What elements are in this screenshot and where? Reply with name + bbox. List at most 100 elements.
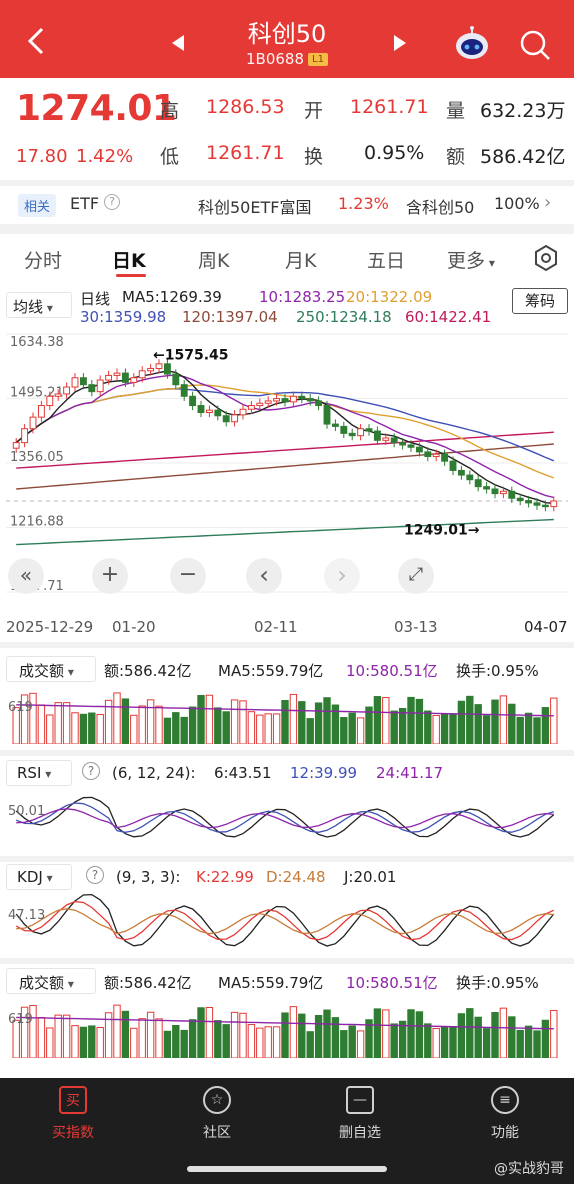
candle-body xyxy=(525,500,533,504)
tab-week-k[interactable]: 周K xyxy=(198,250,230,272)
volume-bar xyxy=(550,1009,558,1058)
change-percent: 1.42% xyxy=(76,146,134,167)
volume-bar xyxy=(222,1024,230,1058)
current-price: 1274.01 xyxy=(16,88,177,129)
divider xyxy=(0,642,574,648)
volume-bar xyxy=(382,1009,390,1058)
rsi-chart[interactable] xyxy=(6,788,568,850)
stock-code: 1B0688 L1 xyxy=(0,50,574,68)
volume-bar xyxy=(272,1026,281,1058)
next-stock-icon[interactable] xyxy=(392,34,408,52)
volume-bar xyxy=(457,700,466,744)
divider xyxy=(0,856,574,862)
candle-body xyxy=(264,400,272,404)
nav-community[interactable]: ☆ 社区 xyxy=(162,1086,272,1142)
low-annotation: 1249.01→ xyxy=(404,523,480,539)
x-label-3: 02-11 xyxy=(254,618,298,636)
etf-change: 1.23% xyxy=(338,194,389,213)
active-tab-indicator xyxy=(116,274,146,277)
etf-label: ETF xyxy=(70,194,100,213)
rsi-selector[interactable]: RSI xyxy=(6,760,72,786)
volume-indicator-selector[interactable]: 成交额 xyxy=(6,656,96,682)
volume-bar xyxy=(541,707,550,744)
ma250-line xyxy=(16,518,554,546)
rsi-left-value: 50.01 xyxy=(8,804,46,819)
volume-bar xyxy=(281,700,289,744)
volume-bar xyxy=(163,1030,172,1058)
candle-body xyxy=(29,416,37,430)
period-tabs: 分时 日K 周K 月K 五日 更多 ▾ xyxy=(0,236,574,282)
volume2-turnover: 换手:0.95% xyxy=(456,974,539,992)
info-icon[interactable]: ? xyxy=(104,194,120,210)
tab-minute[interactable]: 分时 xyxy=(24,250,63,272)
candle-body xyxy=(533,502,541,506)
tab-month-k[interactable]: 月K xyxy=(285,250,317,272)
chip-button[interactable]: 筹码 xyxy=(512,288,568,314)
volume-bar xyxy=(482,715,491,744)
volume-bar xyxy=(340,717,348,744)
rewind-icon[interactable]: « xyxy=(8,558,44,594)
zoom-in-icon[interactable]: + xyxy=(92,558,128,594)
rsi-help-icon[interactable]: ? xyxy=(82,762,100,780)
nav-functions[interactable]: ≡ 功能 xyxy=(450,1086,560,1142)
volume-bar xyxy=(247,711,256,744)
volume-chart[interactable] xyxy=(6,684,568,744)
related-etf-row[interactable]: 相关 ETF ? 科创50ETF富国 1.23% 含科创50 100% › xyxy=(0,186,574,222)
tab-five-day[interactable]: 五日 xyxy=(367,250,406,272)
settings-icon[interactable] xyxy=(532,244,560,272)
volume-bar xyxy=(499,1007,508,1058)
search-icon[interactable] xyxy=(518,28,552,62)
volume-bar xyxy=(440,713,449,744)
volume-chart-2[interactable] xyxy=(6,996,568,1058)
kdj-help-icon[interactable]: ? xyxy=(86,866,104,884)
kdj-selector[interactable]: KDJ xyxy=(6,864,72,890)
y-tick-label: 1216.88 xyxy=(10,515,64,530)
volume-turnover: 换手:0.95% xyxy=(456,662,539,680)
volume-bar xyxy=(323,697,331,744)
open-label: 开 xyxy=(304,100,324,122)
candle-body xyxy=(163,363,171,375)
kdj-chart[interactable] xyxy=(6,892,568,952)
volume-bar xyxy=(96,1026,104,1058)
candle-body xyxy=(12,442,20,449)
volume-bar xyxy=(508,1016,516,1058)
volume-bar xyxy=(205,694,214,744)
volume-bar xyxy=(331,1017,340,1058)
candle-body xyxy=(424,451,432,458)
volume-bar xyxy=(104,1012,113,1058)
rsi-12: 12:39.99 xyxy=(290,764,358,782)
candle-body xyxy=(390,437,398,444)
candle-body xyxy=(415,446,423,453)
volume-bar xyxy=(222,711,230,744)
indicator-line xyxy=(15,802,554,833)
candle-body xyxy=(37,405,45,418)
robot-assistant-icon[interactable] xyxy=(452,26,492,62)
scroll-right-icon[interactable]: › xyxy=(324,558,360,594)
volume-bar xyxy=(289,1006,298,1058)
nav-buy-index[interactable]: 买 买指数 xyxy=(18,1086,128,1142)
volume2-indicator-selector[interactable]: 成交额 xyxy=(6,968,96,994)
tab-more[interactable]: 更多 ▾ xyxy=(447,246,495,273)
fullscreen-icon[interactable]: ⤢ xyxy=(398,558,434,594)
candle-body xyxy=(315,400,323,407)
candle-body xyxy=(239,408,247,416)
candle-body xyxy=(147,367,155,372)
etf-name: 科创50ETF富国 xyxy=(198,198,312,217)
volume-bar xyxy=(12,1019,20,1058)
candle-body xyxy=(306,398,314,402)
volume-bar xyxy=(281,1012,289,1058)
scroll-left-icon[interactable]: ‹ xyxy=(246,558,282,594)
volume-bar xyxy=(424,710,432,744)
prev-stock-icon[interactable] xyxy=(170,34,186,52)
indicator-selector[interactable]: 均线 xyxy=(6,292,72,318)
zoom-out-icon[interactable]: − xyxy=(170,558,206,594)
volume-bar xyxy=(398,1020,407,1058)
volume-bar xyxy=(348,1025,356,1058)
volume-bar xyxy=(71,712,79,744)
kdj-dropdown: KDJ xyxy=(17,868,53,886)
rsi-6: 6:43.51 xyxy=(214,764,272,782)
volume-bar xyxy=(474,704,482,744)
back-icon[interactable] xyxy=(24,26,50,55)
nav-remove-watchlist[interactable]: — 删自选 xyxy=(305,1086,415,1142)
tab-day-k[interactable]: 日K xyxy=(112,250,146,272)
